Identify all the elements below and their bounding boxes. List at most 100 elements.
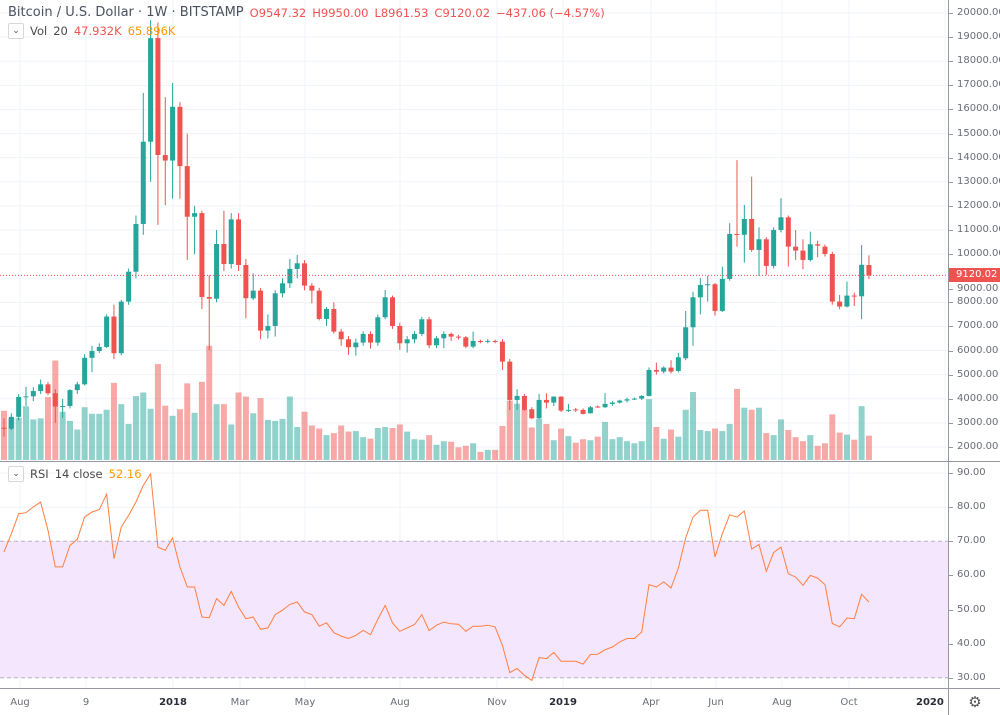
volume-bar [374,428,381,460]
price-axis-label: 8000.00 [948,296,999,308]
volume-bar [719,431,726,460]
price-axis[interactable]: 20000.00 19000.00 18000.00 17000.00 16000.00… [948,0,1000,688]
time-axis[interactable]: Aug 9 2018 Mar May Aug Nov 2019 Apr Jun Aug Oct 2020 [0,688,948,715]
price-axis-label: 10000.00 [949,248,1000,260]
volume-bar [770,435,777,460]
volume-ma-value: 65.896K [127,24,176,38]
candle-body [148,38,154,142]
candle-body [280,283,286,294]
volume-bar [580,439,587,460]
volume-bar [682,409,689,460]
candlestick-series [1,20,872,437]
volume-bar [777,419,784,460]
volume-bar [118,404,125,460]
candle-body [1,427,7,429]
candle-body [653,369,659,372]
volume-bar [455,447,462,460]
candle-body [96,346,102,352]
candle-body [433,338,439,346]
volume-bar [294,427,301,460]
candle-body [346,339,352,348]
volume-bar [147,408,154,460]
rsi-name[interactable]: RSI [30,467,49,481]
candle-body [683,327,689,359]
price-axis-label: 16000.00 [949,103,1000,115]
volume-bar [734,388,740,460]
candle-body [807,244,813,260]
volume-bar [132,396,139,460]
gear-icon[interactable]: ⚙ [948,688,1000,715]
volume-bar [851,439,858,460]
volume-bar [462,445,469,460]
candle-body [712,284,718,311]
volume-bar [125,423,132,460]
volume-bar [624,441,631,460]
chevron-down-icon[interactable]: ⌄ [8,23,24,39]
candle-body [866,265,872,276]
volume-bar [44,397,51,460]
candle-body [551,396,557,403]
volume-bar [308,425,315,460]
candle-body [822,246,828,254]
volume-bar [697,430,704,460]
chevron-down-icon[interactable]: ⌄ [8,466,24,482]
candle-body [639,395,645,399]
candle-body [382,297,388,318]
volume-bar [865,435,872,460]
volume-bar [257,398,264,460]
volume-bar [836,432,843,460]
volume-bar [799,441,806,460]
volume-bar [110,382,117,460]
candle-body [602,403,608,408]
volume-bar [792,437,799,460]
volume-bar [821,443,828,460]
rsi-series-line [3,472,870,682]
rsi-line [3,472,870,682]
volume-bar [88,413,95,460]
rsi-axis-label: 50.00 [949,603,986,615]
symbol-title[interactable]: Bitcoin / U.S. Dollar · 1W · BITSTAMP [8,5,244,20]
candle-body [565,409,571,411]
candle-body [448,333,454,337]
candle-body [45,384,51,394]
symbol-legend: Bitcoin / U.S. Dollar · 1W · BITSTAMP O9… [8,5,605,20]
volume-bar [272,420,279,460]
volume-bar [440,441,447,460]
pane-separator[interactable] [0,461,1000,462]
volume-bar [301,411,308,460]
volume-bar [235,392,242,460]
volume-bar [338,425,345,460]
candle-body [470,340,476,347]
candle-body [851,295,857,297]
price-axis-label: 12000.00 [949,200,1000,212]
volume-bar [426,435,433,460]
volume-bar [594,436,601,460]
rsi-axis-label: 60.00 [949,569,986,581]
time-axis-label: Aug [390,697,410,708]
candle-body [30,391,36,397]
volume-bar [367,438,374,460]
candle-body [23,396,29,398]
volume-bar [191,412,198,460]
candle-body [177,106,183,167]
candle-body [859,264,865,297]
volume-bar [184,383,191,460]
candle-body [368,333,373,343]
time-axis-label: 2019 [549,697,577,708]
volume-bar [514,403,521,460]
time-axis-label: Jun [708,697,724,708]
volume-bar [345,431,352,460]
volume-bar [565,436,572,460]
volume-bar [198,381,205,460]
price-axis-label: 9000.00 [948,283,999,295]
rsi-legend: ⌄ RSI 14 close 52.16 [8,466,142,482]
candle-body [228,219,234,264]
volume-name[interactable]: Vol [30,24,48,38]
candle-body [221,243,227,264]
volume-bar [103,409,110,460]
price-axis-label: 18000.00 [949,55,1000,67]
price-axis-label: 7000.00 [948,320,999,332]
price-change: −437.06 (−4.57%) [496,5,605,20]
chart-canvas[interactable] [0,0,948,688]
candle-body [236,219,242,265]
